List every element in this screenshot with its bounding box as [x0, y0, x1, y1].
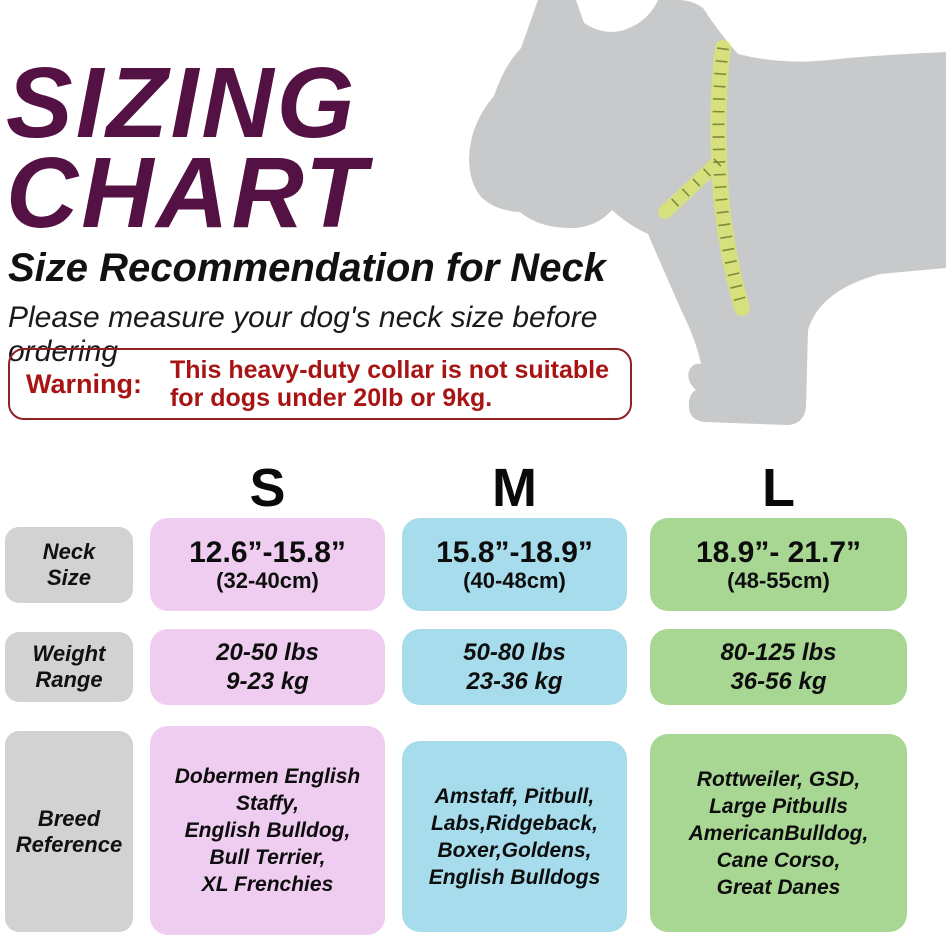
size-column-header-l: L — [762, 458, 795, 518]
row-header-weight-range: Weight Range — [5, 632, 133, 702]
page-title-line2: CHART — [6, 137, 370, 249]
measuring-tape — [710, 40, 750, 316]
neck-size-m-cm: (40-48cm) — [463, 567, 566, 593]
cell-breed-reference-m: Amstaff, Pitbull, Labs,Ridgeback, Boxer,… — [402, 741, 627, 932]
cell-neck-size-l: 18.9”- 21.7” (48-55cm) — [650, 518, 907, 611]
size-column-header-m: M — [492, 458, 537, 518]
measure-note: Please measure your dog's neck size befo… — [8, 301, 598, 368]
dog-silhouette-illustration — [469, 0, 946, 425]
row-header-neck-size: Neck Size — [5, 527, 133, 603]
breed-reference-l-value: Rottweiler, GSD, Large Pitbulls American… — [688, 767, 869, 899]
weight-range-l-value: 80-125 lbs 36-56 kg — [720, 639, 837, 695]
cell-weight-range-l: 80-125 lbs 36-56 kg — [650, 629, 907, 705]
cell-neck-size-m: 15.8”-18.9” (40-48cm) — [402, 518, 627, 611]
weight-range-m-value: 50-80 lbs 23-36 kg — [463, 639, 566, 695]
warning-label: Warning: — [26, 368, 142, 399]
page-title-line1: SIZING — [6, 47, 358, 159]
row-header-breed-reference: Breed Reference — [5, 731, 133, 932]
cell-weight-range-s: 20-50 lbs 9-23 kg — [150, 629, 385, 705]
cell-neck-size-s: 12.6”-15.8” (32-40cm) — [150, 518, 385, 611]
neck-size-l-cm: (48-55cm) — [727, 567, 830, 593]
page-title: SIZING CHART — [6, 47, 526, 249]
dog-silhouette — [469, 0, 946, 425]
warning-text-line1: This heavy-duty collar is not suitable — [169, 356, 609, 384]
weight-range-s-value: 20-50 lbs 9-23 kg — [216, 639, 319, 695]
cell-breed-reference-l: Rottweiler, GSD, Large Pitbulls American… — [650, 734, 907, 932]
warning-box: Warning: This heavy-duty collar is not s… — [8, 348, 632, 420]
neck-size-m-inches: 15.8”-18.9” — [436, 535, 593, 569]
warning-text-line2: for dogs under 20lb or 9kg. — [169, 384, 493, 412]
measuring-tape-branch — [658, 155, 725, 219]
breed-reference-s-value: Dobermen English Staffy, English Bulldog… — [174, 765, 361, 896]
neck-size-l-inches: 18.9”- 21.7” — [695, 535, 862, 569]
neck-size-s-inches: 12.6”-15.8” — [189, 535, 346, 569]
subtitle: Size Recommendation for Neck — [8, 246, 606, 290]
warning-text: This heavy-duty collar is not suitable f… — [170, 356, 609, 412]
neck-size-s-cm: (32-40cm) — [216, 567, 319, 593]
cell-breed-reference-s: Dobermen English Staffy, English Bulldog… — [150, 726, 385, 935]
breed-reference-m-value: Amstaff, Pitbull, Labs,Ridgeback, Boxer,… — [428, 784, 601, 889]
cell-weight-range-m: 50-80 lbs 23-36 kg — [402, 629, 627, 705]
size-column-header-s: S — [249, 458, 286, 518]
